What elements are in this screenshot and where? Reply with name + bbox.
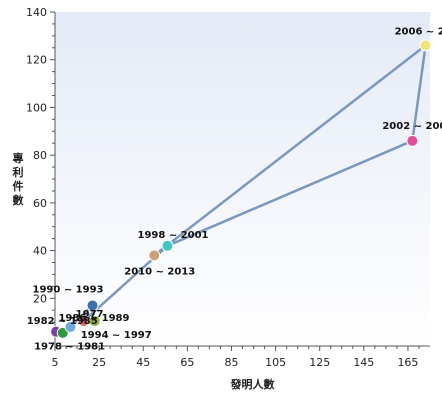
x-tick-label: 165: [397, 356, 418, 369]
data-point: [161, 239, 174, 252]
data-point: [419, 39, 432, 52]
x-tick-label: 5: [52, 356, 59, 369]
y-tick-label: 140: [26, 6, 47, 19]
point-label: 2002 ~ 2005: [382, 121, 442, 132]
data-point: [148, 249, 161, 262]
y-tick-label: 60: [33, 197, 47, 210]
point-label: 2010 ~ 2013: [124, 266, 195, 277]
point-label: 2006 ~ 20: [395, 26, 442, 37]
point-label: 1986 ~ 1989: [58, 313, 129, 324]
point-label: 1994 ~ 1997: [81, 330, 152, 341]
data-point: [64, 320, 77, 333]
point-label: 1998 ~ 2001: [138, 230, 209, 241]
data-point: [406, 134, 419, 147]
point-label: 1982 ~ 1985: [27, 316, 98, 327]
point-label: 1990 ~ 1993: [33, 284, 104, 295]
x-tick-label: 45: [136, 356, 150, 369]
y-tick-label: 40: [33, 245, 47, 258]
point-label: 1977: [76, 309, 104, 320]
y-tick-label: 120: [26, 54, 47, 67]
x-tick-label: 25: [92, 356, 106, 369]
y-axis-title: 專利件數: [13, 151, 24, 207]
data-point: [86, 299, 99, 312]
data-point: [77, 314, 90, 327]
point-label: 1978 ~ 1981: [34, 342, 105, 353]
x-tick-label: 145: [353, 356, 374, 369]
y-tick-label: 80: [33, 149, 47, 162]
y-tick-label: 20: [33, 292, 47, 305]
x-tick-label: 125: [309, 356, 330, 369]
x-tick-label: 105: [265, 356, 286, 369]
x-axis-title: 發明人數: [230, 377, 275, 391]
x-tick-label: 65: [180, 356, 194, 369]
x-tick-label: 85: [224, 356, 238, 369]
y-tick-label: 100: [26, 101, 47, 114]
